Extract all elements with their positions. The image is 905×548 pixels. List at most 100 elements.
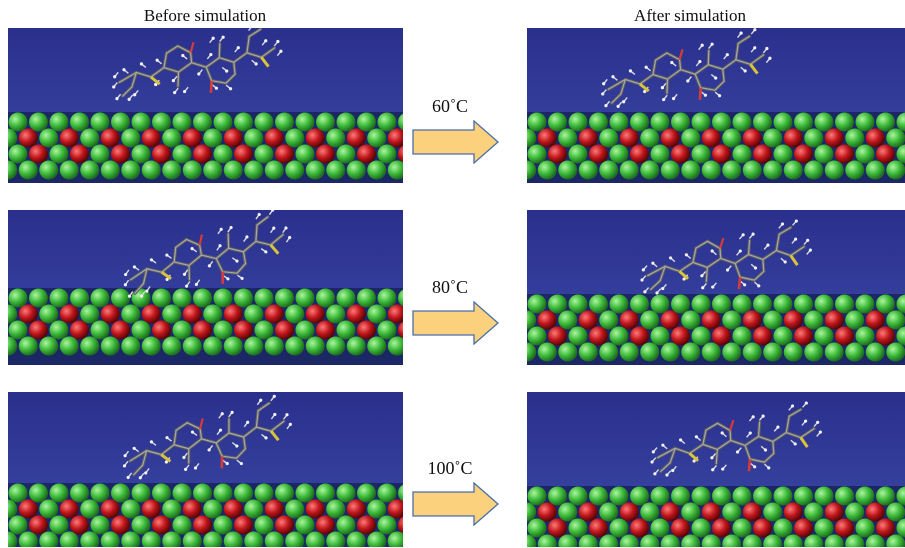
calcium-atom [141,531,161,547]
calcium-atom [100,336,120,356]
calcium-atom [773,294,793,314]
calcium-atom [548,112,567,132]
calcium-atom [896,486,905,506]
calcium-atom [527,310,537,330]
calcium-atom [773,112,793,132]
crystal-slab [8,288,403,365]
oxygen-atom [59,128,79,148]
oxygen-atom [18,304,38,324]
oxygen-atom [316,515,335,535]
calcium-atom [753,112,772,132]
calcium-atom [285,160,305,180]
calcium-atom [162,336,182,356]
calcium-atom [712,112,731,132]
calcium-atom [70,112,89,132]
calcium-atom [722,502,742,522]
calcium-atom [599,128,619,148]
calcium-atom [264,531,284,547]
calcium-atom [558,310,578,330]
calcium-atom [152,288,171,308]
oxygen-atom [835,144,854,164]
calcium-atom [8,531,18,547]
calcium-atom [712,486,731,506]
calcium-atom [275,288,294,308]
calcium-atom [527,486,547,506]
calcium-atom [29,483,48,503]
oxygen-atom [783,502,803,522]
calcium-atom [121,336,141,356]
oxygen-atom [712,144,731,164]
oxygen-atom [876,144,895,164]
calcium-atom [804,160,824,180]
calcium-atom [599,342,619,362]
calcium-atom [152,483,171,503]
oxygen-atom [18,128,38,148]
calcium-atom [244,336,264,356]
calcium-atom [39,160,59,180]
calcium-atom [558,502,578,522]
calcium-atom [855,326,875,346]
oxygen-atom [275,320,294,340]
simulation-scene [8,210,403,365]
calcium-atom [336,288,356,308]
calcium-atom [326,128,346,148]
calcium-atom [886,160,905,180]
calcium-atom [537,342,557,362]
calcium-atom [855,518,875,538]
calcium-atom [609,326,629,346]
calcium-atom [548,486,567,506]
calcium-atom [223,531,243,547]
oxygen-atom [275,144,294,164]
calcium-atom [193,112,212,132]
calcium-atom [80,336,100,356]
calcium-atom [671,486,690,506]
calcium-atom [244,531,264,547]
calcium-atom [111,112,130,132]
calcium-atom [285,499,305,519]
calcium-atom [111,483,130,503]
calcium-atom [346,160,366,180]
oxygen-atom [753,326,772,346]
calcium-atom [49,112,69,132]
oxygen-atom [865,310,885,330]
calcium-atom [558,128,578,148]
calcium-atom [275,483,294,503]
calcium-atom [742,160,762,180]
oxygen-atom [100,304,120,324]
calcium-atom [203,304,223,324]
calcium-atom [80,304,100,324]
oxygen-atom [701,128,721,148]
calcium-atom [377,320,397,340]
calcium-atom [18,336,38,356]
oxygen-atom [59,499,79,519]
calcium-atom [527,502,537,522]
oxygen-atom [387,128,403,148]
simulation-scene [8,392,403,547]
calcium-atom [527,160,537,180]
arrow-row1 [412,119,500,169]
calcium-atom [203,336,223,356]
oxygen-atom [742,128,762,148]
calcium-atom [398,484,403,502]
calcium-atom [568,486,588,506]
calcium-atom [609,144,629,164]
oxygen-atom [578,502,598,522]
calcium-atom [172,288,192,308]
calcium-atom [254,144,274,164]
calcium-atom [783,160,803,180]
calcium-atom [49,144,69,164]
calcium-atom [814,112,834,132]
temp-label-row1: 60˚C [432,96,468,116]
calcium-atom [285,531,305,547]
calcium-atom [336,483,356,503]
calcium-atom [59,336,79,356]
calcium-atom [732,144,752,164]
calcium-atom [387,531,403,547]
calcium-atom [172,112,192,132]
oxygen-atom [111,144,130,164]
calcium-atom [609,294,629,314]
calcium-atom [742,342,762,362]
calcium-atom [39,336,59,356]
calcium-atom [640,534,660,547]
calcium-atom [121,499,141,519]
